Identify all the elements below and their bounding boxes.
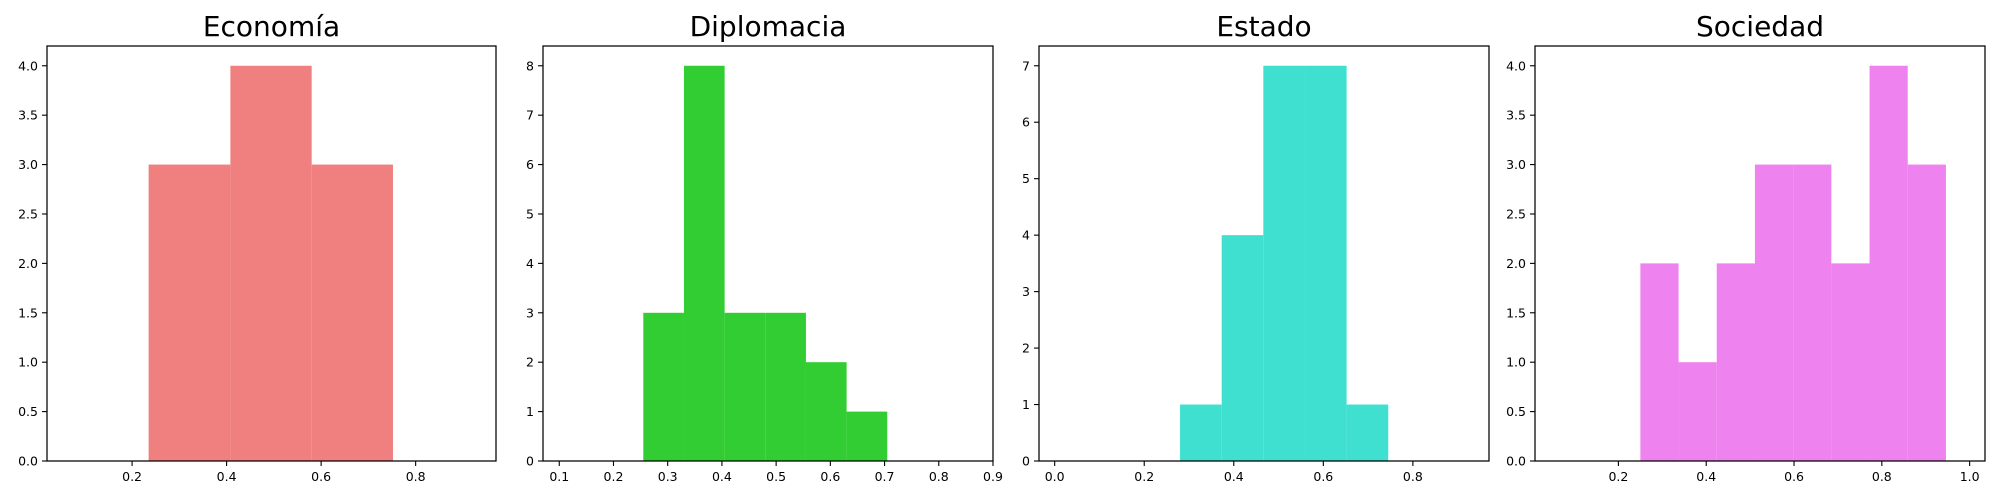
y-tick-label: 4	[526, 256, 534, 271]
y-tick-label: 4.0	[18, 58, 38, 73]
y-tick-label: 1	[526, 404, 534, 419]
axes-frame	[1038, 45, 1490, 462]
y-tick-label: 1.0	[1506, 355, 1526, 370]
x-tick-label: 0.2	[604, 469, 624, 484]
histogram-bar	[1831, 263, 1870, 461]
histogram-bar	[1263, 65, 1305, 461]
subplot-title: Economía	[203, 10, 340, 43]
histogram-bar	[1869, 65, 1908, 461]
histogram-bar	[1304, 65, 1347, 461]
x-tick-label: 0.0	[1045, 469, 1065, 484]
axes-frame	[1534, 45, 1986, 462]
y-tick-label: 2.0	[1506, 256, 1526, 271]
histogram-bar	[1754, 164, 1794, 461]
y-tick-label: 4	[1022, 228, 1030, 243]
x-tick-label: 0.9	[983, 469, 1003, 484]
y-tick-label: 2.5	[18, 206, 38, 221]
y-tick-label: 5	[1022, 171, 1030, 186]
histogram-bar	[724, 312, 766, 461]
y-tick-label: 7	[1022, 58, 1030, 73]
subplot-3: Estado 0.0 0.2 0.4 0.6 0.8 0 1 2 3 4 5 6 7	[1022, 10, 1490, 484]
subplot-1: Economía 0.2 0.4 0.6 0.8 0.0 0.5 1.0 1.5 2.0 2.5 3.…	[18, 10, 497, 484]
histogram-bar	[846, 411, 888, 461]
x-tick-label: 0.3	[658, 469, 678, 484]
y-tick-label: 2.5	[1506, 206, 1526, 221]
y-tick-label: 2	[1022, 341, 1030, 356]
y-tick-label: 1.5	[1506, 305, 1526, 320]
x-tick-label: 0.5	[766, 469, 786, 484]
histogram-bar	[1793, 164, 1832, 461]
x-tick-label: 0.8	[1403, 469, 1423, 484]
y-tick-label: 4.0	[1506, 58, 1526, 73]
y-tick-label: 0.0	[18, 454, 38, 469]
histogram-bar	[311, 164, 393, 461]
y-tick-label: 0	[1022, 454, 1030, 469]
subplot-4: Sociedad 0.2 0.4 0.6 0.8 1.0 0.0 0.5 1.0 1.5 2.0 2.…	[1506, 10, 1986, 484]
histogram-bar	[1346, 404, 1389, 461]
x-tick-label: 0.4	[1224, 469, 1244, 484]
x-tick-label: 0.6	[1784, 469, 1804, 484]
y-tick-label: 2.0	[18, 256, 38, 271]
x-tick-label: 0.7	[875, 469, 895, 484]
y-tick-label: 0.0	[1506, 454, 1526, 469]
x-tick-label: 0.8	[406, 469, 426, 484]
subplot-2: Diplomacia 0.1 0.2 0.3 0.4 0.5 0.6 0.7 0.8 0.9 0 1 2…	[526, 10, 1003, 484]
x-tick-label: 0.2	[122, 469, 142, 484]
x-tick-label: 1.0	[1960, 469, 1980, 484]
x-tick-label: 0.6	[1313, 469, 1333, 484]
y-tick-label: 5	[526, 206, 534, 221]
y-tick-label: 0.5	[18, 404, 38, 419]
histogram-bar	[1907, 164, 1946, 461]
x-tick-label: 0.2	[1134, 469, 1154, 484]
y-tick-label: 3.5	[1506, 108, 1526, 123]
y-tick-label: 3.0	[1506, 157, 1526, 172]
axes-frame	[542, 45, 994, 462]
y-tick-label: 3.5	[18, 108, 38, 123]
histogram-bar	[1221, 235, 1264, 461]
histogram-bar	[1640, 263, 1679, 461]
y-tick-label: 6	[526, 157, 534, 172]
y-tick-label: 6	[1022, 115, 1030, 130]
histogram-bar	[1716, 263, 1755, 461]
y-tick-label: 3	[526, 305, 534, 320]
y-tick-label: 1.0	[18, 355, 38, 370]
y-tick-label: 2	[526, 355, 534, 370]
axes-frame	[46, 45, 497, 462]
y-tick-label: 8	[526, 58, 534, 73]
histogram-bar	[1678, 362, 1717, 461]
subplot-title: Sociedad	[1696, 10, 1824, 43]
histogram-bar	[765, 312, 806, 461]
x-tick-label: 0.4	[712, 469, 732, 484]
x-tick-label: 0.2	[1608, 469, 1628, 484]
x-tick-label: 0.1	[549, 469, 569, 484]
x-tick-label: 0.6	[311, 469, 331, 484]
y-tick-label: 1	[1022, 397, 1030, 412]
subplot-title: Diplomacia	[690, 10, 847, 43]
y-tick-label: 0.5	[1506, 404, 1526, 419]
histogram-bar	[1180, 404, 1222, 461]
histogram-bar	[230, 65, 312, 461]
x-tick-label: 0.4	[217, 469, 237, 484]
x-tick-label: 0.8	[929, 469, 949, 484]
subplot-title: Estado	[1216, 10, 1311, 43]
y-tick-label: 1.5	[18, 305, 38, 320]
x-tick-label: 0.6	[820, 469, 840, 484]
x-tick-label: 0.8	[1872, 469, 1892, 484]
histogram-bar	[643, 312, 684, 461]
x-tick-label: 0.4	[1696, 469, 1716, 484]
histogram-bar	[805, 362, 847, 461]
histogram-bar	[148, 164, 231, 461]
histogram-bar	[683, 65, 725, 461]
y-tick-label: 0	[526, 454, 534, 469]
y-tick-label: 3.0	[18, 157, 38, 172]
y-tick-label: 3	[1022, 284, 1030, 299]
y-tick-label: 7	[526, 108, 534, 123]
